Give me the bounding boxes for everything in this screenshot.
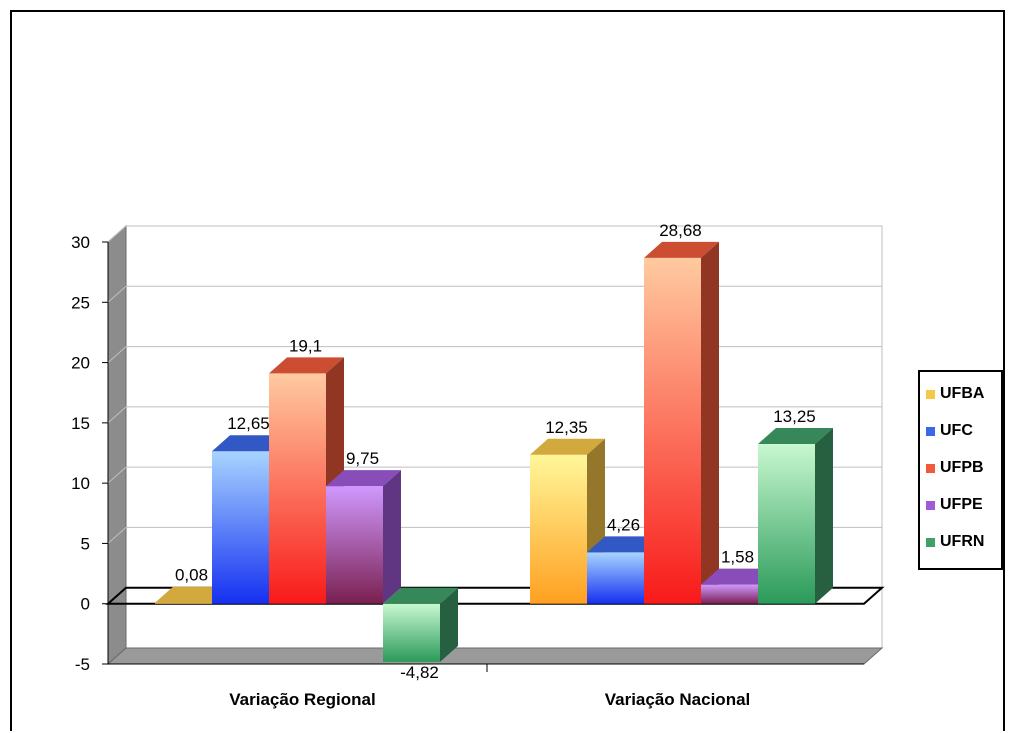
bar-front xyxy=(155,602,212,604)
legend-item-ufba: UFBA xyxy=(926,384,984,404)
gridline-side xyxy=(107,406,127,424)
data-label: 12,35 xyxy=(545,418,588,437)
legend-item-ufc: UFC xyxy=(926,421,973,441)
bar-ufpe-regional xyxy=(326,470,401,604)
data-label: 4,26 xyxy=(607,515,640,534)
y-tick-label: 30 xyxy=(71,233,90,252)
bar-ufrn-nacional xyxy=(758,427,833,604)
data-label: 9,75 xyxy=(346,449,379,468)
legend-label: UFBA xyxy=(940,385,985,402)
legend-swatch xyxy=(926,389,935,399)
bar-front xyxy=(530,454,587,604)
category-label: Variação Regional xyxy=(229,690,375,709)
category-labels: Variação Regional Variação Nacional xyxy=(229,690,750,709)
data-label: -4,82 xyxy=(400,663,439,682)
bar-top xyxy=(644,241,719,258)
legend-item-ufpe: UFPE xyxy=(926,495,983,515)
floor xyxy=(106,647,884,665)
legend-item-ufpb: UFPB xyxy=(926,458,984,478)
data-label: 12,65 xyxy=(227,414,270,433)
legend-label: UFC xyxy=(940,422,973,439)
category-label: Variação Nacional xyxy=(605,690,751,709)
bar-top xyxy=(212,435,287,452)
bar-side xyxy=(383,470,401,604)
legend-item-ufrn: UFRN xyxy=(926,532,984,552)
chart-frame xyxy=(10,10,1005,731)
bar-ufpb-nacional xyxy=(644,241,719,604)
y-tick-label: -5 xyxy=(75,655,90,674)
data-label: 1,58 xyxy=(721,548,754,567)
bar-top xyxy=(587,536,662,553)
bar-ufrn-regional xyxy=(383,587,458,662)
bar-front xyxy=(758,443,815,604)
bar-front xyxy=(269,373,326,604)
bar-front xyxy=(326,486,383,604)
bar-top xyxy=(326,470,401,487)
legend-swatch xyxy=(926,537,935,547)
bar-top xyxy=(758,427,833,444)
data-label: 28,68 xyxy=(659,221,702,240)
gridline-side xyxy=(107,225,127,243)
bar-front xyxy=(587,552,644,604)
bar-top xyxy=(530,438,605,455)
y-tick-label: 25 xyxy=(71,293,90,312)
legend: UFBA UFC UFPB UFPE UFRN xyxy=(918,370,1003,570)
data-label: 19,1 xyxy=(289,336,322,355)
y-axis: 30 25 20 15 10 5 0 -5 xyxy=(71,233,885,674)
gridline-side xyxy=(107,346,127,363)
y-tick-label: 15 xyxy=(71,414,90,433)
gridline-side xyxy=(107,466,127,484)
bar-top xyxy=(383,587,458,604)
y-tick-label: 10 xyxy=(71,474,90,493)
gridlines xyxy=(107,225,882,544)
bar-top xyxy=(155,586,230,603)
data-label: 0,08 xyxy=(175,566,208,585)
y-tick-label: 20 xyxy=(71,354,90,373)
legend-label: UFPB xyxy=(940,459,984,476)
legend-label: UFPE xyxy=(940,496,983,513)
legend-label: UFRN xyxy=(940,533,985,550)
plot-walls xyxy=(106,224,884,666)
data-labels: 0,08 12,65 19,1 9,75 -4,82 12,35 4,26 28,68 1,58… xyxy=(175,221,816,682)
side-wall xyxy=(107,224,127,666)
bar-front xyxy=(701,584,758,604)
legend-swatch xyxy=(926,500,935,510)
bar-side xyxy=(815,427,833,604)
bar-side xyxy=(701,241,719,604)
y-tick-label: 5 xyxy=(81,534,90,553)
bar-front xyxy=(212,451,269,604)
bar-side xyxy=(440,587,458,662)
legend-swatch xyxy=(926,463,935,473)
zero-plane xyxy=(105,586,885,605)
data-label: 13,25 xyxy=(773,407,816,426)
bar-top xyxy=(269,357,344,374)
gridline-side xyxy=(107,285,127,303)
bar-top xyxy=(701,568,776,585)
bars xyxy=(155,241,833,662)
bar-front xyxy=(644,257,701,604)
bar-front xyxy=(383,603,440,662)
y-tick-label: 0 xyxy=(81,595,90,614)
legend-swatch xyxy=(926,426,935,436)
gridline-side xyxy=(107,527,127,544)
